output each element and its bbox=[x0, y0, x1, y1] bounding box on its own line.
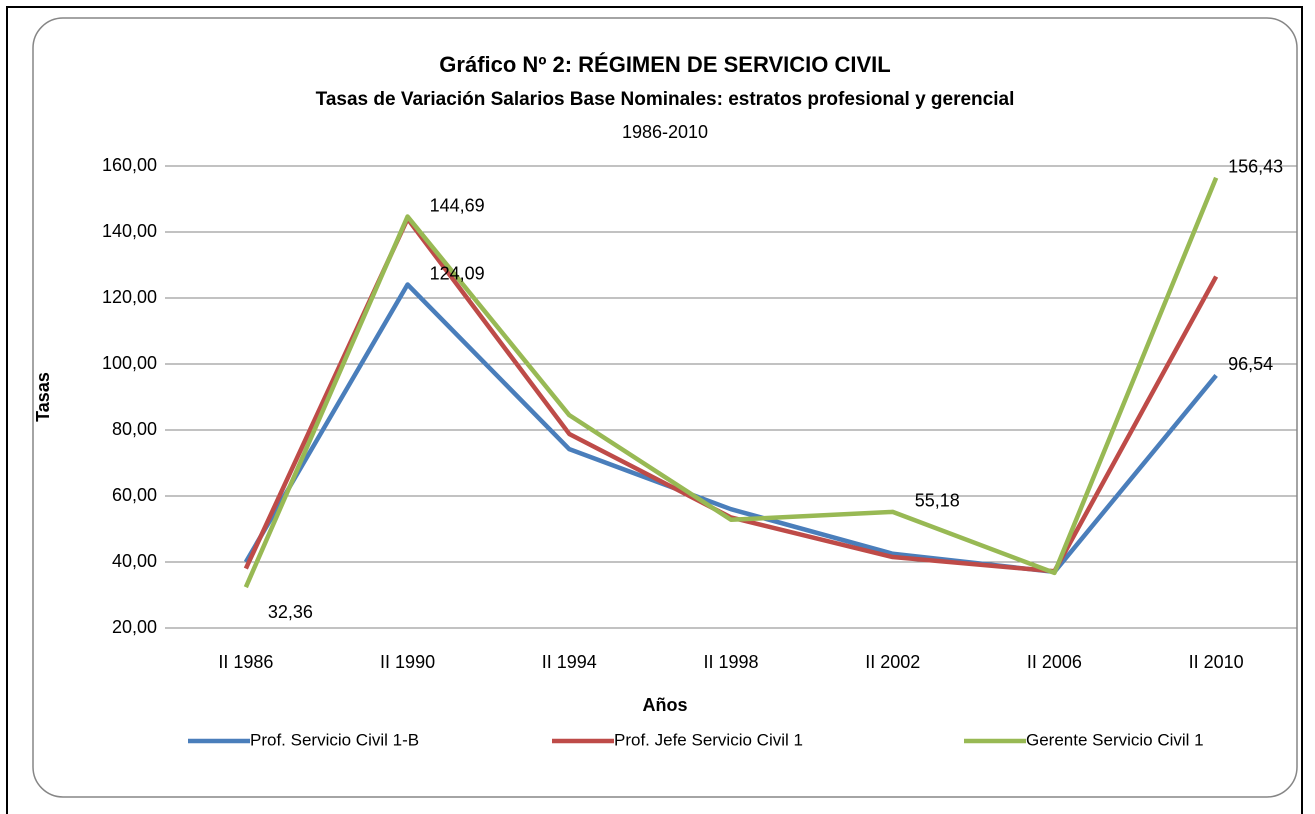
legend-label: Prof. Servicio Civil 1-B bbox=[250, 730, 419, 749]
x-tick-label: II 1986 bbox=[218, 652, 273, 672]
legend-label: Prof. Jefe Servicio Civil 1 bbox=[614, 730, 803, 749]
chart-border bbox=[32, 17, 1298, 798]
y-axis-label: Tasas bbox=[33, 372, 53, 422]
data-label: 124,09 bbox=[430, 263, 485, 283]
y-tick-label: 40,00 bbox=[112, 551, 157, 571]
chart-subtitle: Tasas de Variación Salarios Base Nominal… bbox=[316, 89, 1015, 110]
y-tick-label: 20,00 bbox=[112, 617, 157, 637]
x-tick-label: II 1990 bbox=[380, 652, 435, 672]
x-axis-label: Años bbox=[643, 695, 688, 715]
x-tick-label: II 1994 bbox=[542, 652, 597, 672]
y-tick-label: 80,00 bbox=[112, 419, 157, 439]
x-tick-label: II 1998 bbox=[703, 652, 758, 672]
y-tick-label: 100,00 bbox=[102, 353, 157, 373]
x-tick-label: II 2006 bbox=[1027, 652, 1082, 672]
series-line bbox=[243, 176, 1219, 589]
data-label: 144,69 bbox=[430, 195, 485, 215]
chart-period: 1986-2010 bbox=[622, 122, 708, 142]
y-tick-label: 60,00 bbox=[112, 485, 157, 505]
data-label: 96,54 bbox=[1228, 354, 1273, 374]
data-label: 156,43 bbox=[1228, 157, 1283, 177]
frame bbox=[6, 6, 1303, 814]
x-tick-label: II 2002 bbox=[865, 652, 920, 672]
data-label: 55,18 bbox=[915, 491, 960, 511]
legend-label: Gerente Servicio Civil 1 bbox=[1026, 730, 1204, 749]
y-tick-label: 120,00 bbox=[102, 287, 157, 307]
chart-title: Gráfico Nº 2: RÉGIMEN DE SERVICIO CIVIL bbox=[439, 52, 890, 77]
y-tick-label: 140,00 bbox=[102, 221, 157, 241]
y-tick-label: 160,00 bbox=[102, 155, 157, 175]
data-label: 32,36 bbox=[268, 602, 313, 622]
x-tick-label: II 2010 bbox=[1189, 652, 1244, 672]
